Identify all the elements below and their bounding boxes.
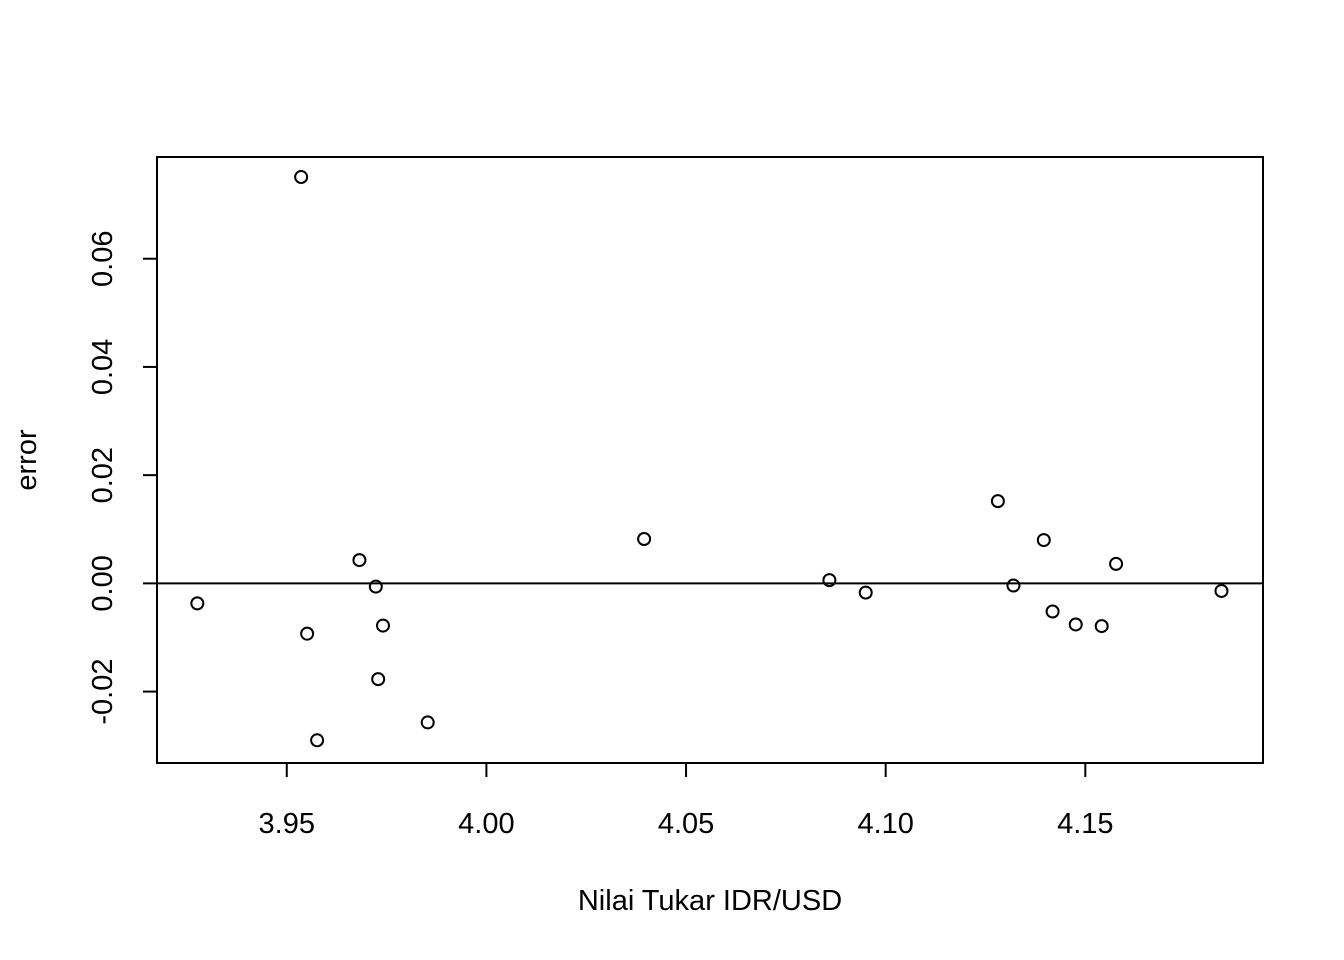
data-point (300, 626, 315, 641)
data-point (1045, 604, 1060, 619)
y-tick-label: 0.04 (87, 339, 119, 395)
data-point (420, 715, 435, 730)
data-point (371, 672, 386, 687)
data-point (368, 579, 383, 594)
y-tick-label: -0.02 (87, 659, 119, 725)
data-point (1068, 617, 1083, 632)
data-points (190, 170, 1229, 748)
x-axis-title: Nilai Tukar IDR/USD (578, 885, 842, 917)
x-tick-label: 4.05 (658, 808, 714, 840)
data-point (858, 585, 873, 600)
x-tick-label: 4.00 (458, 808, 514, 840)
data-point (637, 531, 652, 546)
data-point (1036, 533, 1051, 548)
data-point (822, 573, 837, 588)
x-axis: 3.95 4.00 4.05 4.10 4.15 (259, 762, 1114, 840)
x-tick-label: 4.15 (1057, 808, 1113, 840)
plot-frame (156, 156, 1264, 764)
data-point (310, 733, 325, 748)
data-point (1094, 619, 1109, 634)
data-point (1214, 583, 1229, 598)
y-axis-title: error (11, 429, 43, 491)
data-point (1109, 556, 1124, 571)
data-point (352, 553, 367, 568)
data-point (294, 170, 309, 185)
data-point (190, 596, 205, 611)
y-tick-label: 0.00 (87, 555, 119, 611)
x-tick-label: 3.95 (259, 808, 315, 840)
data-point (990, 494, 1005, 509)
y-tick-label: 0.06 (87, 230, 119, 286)
x-tick-label: 4.10 (857, 808, 913, 840)
y-tick-label: 0.02 (87, 447, 119, 503)
data-point (1006, 578, 1021, 593)
data-point (375, 618, 390, 633)
